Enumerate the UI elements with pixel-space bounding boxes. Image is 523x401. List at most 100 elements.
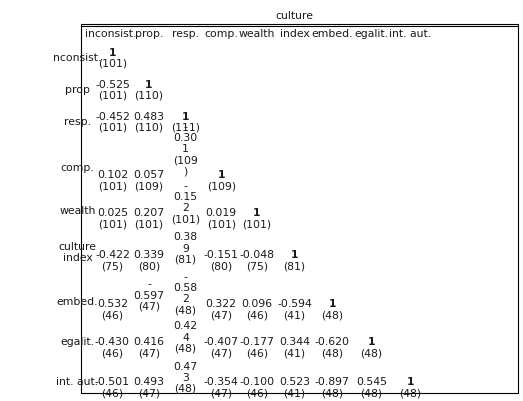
- Text: (81): (81): [175, 255, 197, 265]
- Text: 1: 1: [182, 144, 189, 154]
- Text: 0.344: 0.344: [279, 337, 310, 347]
- Text: prop.: prop.: [135, 29, 163, 39]
- Text: (109: (109: [173, 156, 198, 166]
- Text: 1: 1: [328, 299, 336, 309]
- Text: 0.483: 0.483: [133, 112, 165, 122]
- Text: (47): (47): [138, 348, 160, 358]
- Text: -0.407: -0.407: [204, 337, 238, 347]
- Text: 0.532: 0.532: [97, 299, 128, 309]
- Text: (48): (48): [175, 306, 197, 315]
- Text: (101): (101): [98, 59, 127, 69]
- Text: -: -: [184, 272, 188, 282]
- Text: (111): (111): [171, 123, 200, 133]
- Text: (48): (48): [175, 384, 197, 394]
- Text: culture: culture: [276, 11, 313, 21]
- Text: (75): (75): [246, 261, 268, 271]
- Text: 0.057: 0.057: [133, 170, 165, 180]
- Text: -0.452: -0.452: [95, 112, 130, 122]
- Text: (47): (47): [138, 302, 160, 312]
- Text: 0.545: 0.545: [356, 377, 387, 387]
- Text: (110): (110): [134, 123, 164, 133]
- Text: (101): (101): [134, 219, 164, 229]
- Text: wealth: wealth: [59, 206, 96, 215]
- Text: resp.: resp.: [64, 117, 91, 127]
- Text: (47): (47): [138, 389, 160, 398]
- Text: (41): (41): [283, 310, 305, 320]
- Text: (48): (48): [400, 389, 422, 398]
- Text: (48): (48): [321, 389, 343, 398]
- Text: (41): (41): [283, 348, 305, 358]
- Text: -0.620: -0.620: [315, 337, 349, 347]
- Text: -: -: [147, 279, 151, 289]
- Text: (80): (80): [210, 261, 232, 271]
- Text: inconsist..: inconsist..: [85, 29, 140, 39]
- Text: (101): (101): [98, 123, 127, 133]
- Text: (47): (47): [210, 389, 232, 398]
- Text: -0.594: -0.594: [277, 299, 312, 309]
- Text: (48): (48): [175, 344, 197, 354]
- Text: -0.897: -0.897: [315, 377, 349, 387]
- Text: -0.048: -0.048: [240, 250, 274, 260]
- Text: 0.096: 0.096: [241, 299, 272, 309]
- Text: 1: 1: [218, 170, 225, 180]
- Text: 0.42: 0.42: [174, 322, 198, 331]
- Text: (48): (48): [321, 348, 343, 358]
- Text: 9: 9: [182, 244, 189, 253]
- Text: (46): (46): [246, 348, 268, 358]
- Text: (101): (101): [207, 219, 236, 229]
- Text: 1: 1: [145, 80, 153, 89]
- Text: 0.597: 0.597: [133, 291, 165, 300]
- Text: 1: 1: [182, 112, 189, 122]
- Text: (101): (101): [242, 219, 271, 229]
- Text: -0.354: -0.354: [204, 377, 238, 387]
- Text: (48): (48): [360, 348, 382, 358]
- Text: (81): (81): [283, 261, 305, 271]
- Text: (101): (101): [98, 219, 127, 229]
- Text: 2: 2: [182, 203, 189, 213]
- Text: int. aut.: int. aut.: [390, 29, 431, 39]
- Text: index: index: [280, 29, 309, 39]
- Text: (46): (46): [101, 348, 123, 358]
- Text: 1: 1: [253, 208, 260, 218]
- Text: (48): (48): [360, 389, 382, 398]
- Text: (75): (75): [101, 261, 123, 271]
- Text: 1: 1: [368, 337, 375, 347]
- Text: (47): (47): [210, 348, 232, 358]
- Text: (46): (46): [101, 310, 123, 320]
- Text: -: -: [184, 122, 188, 132]
- Text: -0.430: -0.430: [95, 337, 130, 347]
- Text: -: -: [184, 181, 188, 190]
- Text: (48): (48): [321, 310, 343, 320]
- Text: 0.493: 0.493: [133, 377, 165, 387]
- Text: 1: 1: [109, 48, 116, 57]
- Text: 4: 4: [182, 333, 189, 342]
- Text: 0.58: 0.58: [174, 283, 198, 293]
- Text: nconsist.: nconsist.: [53, 53, 101, 63]
- Text: (46): (46): [101, 389, 123, 398]
- Text: (101): (101): [98, 181, 127, 191]
- Text: 0.322: 0.322: [206, 299, 237, 309]
- Text: (47): (47): [210, 310, 232, 320]
- Text: 0.339: 0.339: [133, 250, 165, 260]
- Text: 3: 3: [182, 373, 189, 383]
- Text: culture
index: culture index: [59, 242, 96, 263]
- Text: 2: 2: [182, 294, 189, 304]
- Text: 1: 1: [291, 250, 298, 260]
- Text: 0.30: 0.30: [174, 133, 198, 143]
- Text: 0.207: 0.207: [133, 208, 165, 218]
- Text: 1: 1: [407, 377, 414, 387]
- Text: 0.15: 0.15: [174, 192, 198, 202]
- Text: (46): (46): [246, 310, 268, 320]
- Text: 0.523: 0.523: [279, 377, 310, 387]
- Text: comp.: comp.: [204, 29, 238, 39]
- Text: -0.525: -0.525: [95, 80, 130, 89]
- Text: 0.38: 0.38: [174, 233, 198, 242]
- Text: (46): (46): [246, 389, 268, 398]
- Text: -0.422: -0.422: [95, 250, 130, 260]
- Text: 0.416: 0.416: [133, 337, 165, 347]
- Text: (101): (101): [98, 91, 127, 101]
- Text: -0.501: -0.501: [95, 377, 130, 387]
- Text: (41): (41): [283, 389, 305, 398]
- Text: 0.102: 0.102: [97, 170, 128, 180]
- Text: egalit.: egalit.: [354, 29, 389, 39]
